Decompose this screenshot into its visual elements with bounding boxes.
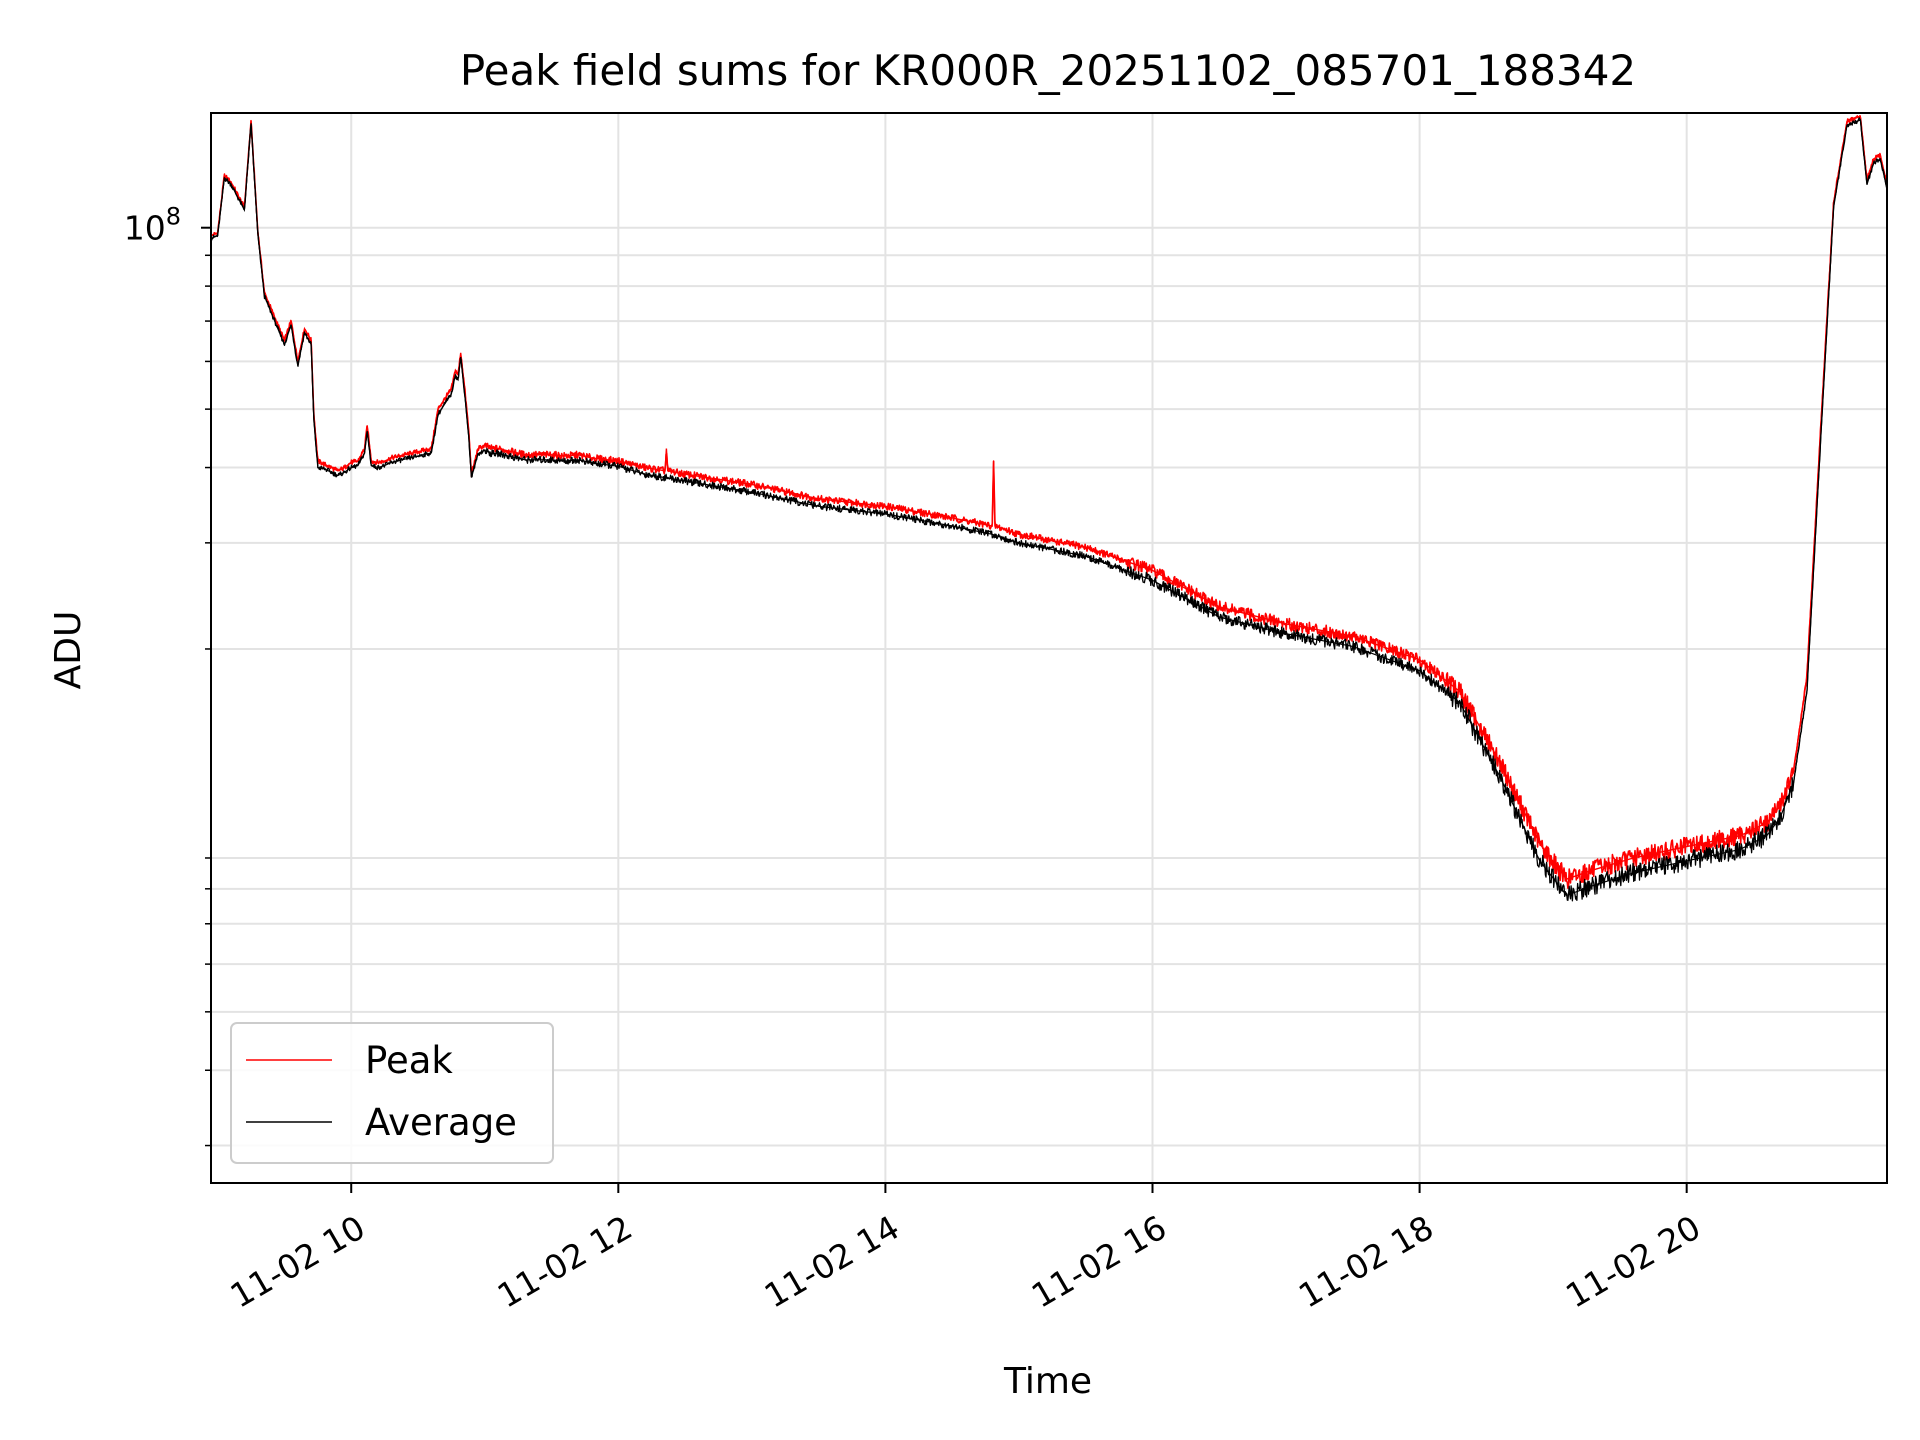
grid-lines — [211, 113, 1887, 1183]
legend: Peak Average — [230, 1022, 554, 1164]
series-trace-average — [211, 118, 1887, 897]
x-axis-label: Time — [1003, 1361, 1092, 1402]
data-series — [211, 115, 1887, 902]
y-tick-label-exponent: 8 — [166, 203, 181, 231]
y-tick-label-base: 10 — [124, 209, 166, 248]
plot-area-frame — [210, 112, 1888, 1184]
y-axis-label: ADU — [48, 611, 89, 690]
legend-label-peak: Peak — [365, 1039, 453, 1082]
legend-label-average: Average — [365, 1101, 517, 1144]
legend-box — [230, 1022, 554, 1164]
y-tick-label: 108 — [124, 203, 181, 248]
chart-title: Peak field sums for KR000R_20251102_0857… — [460, 46, 1636, 95]
